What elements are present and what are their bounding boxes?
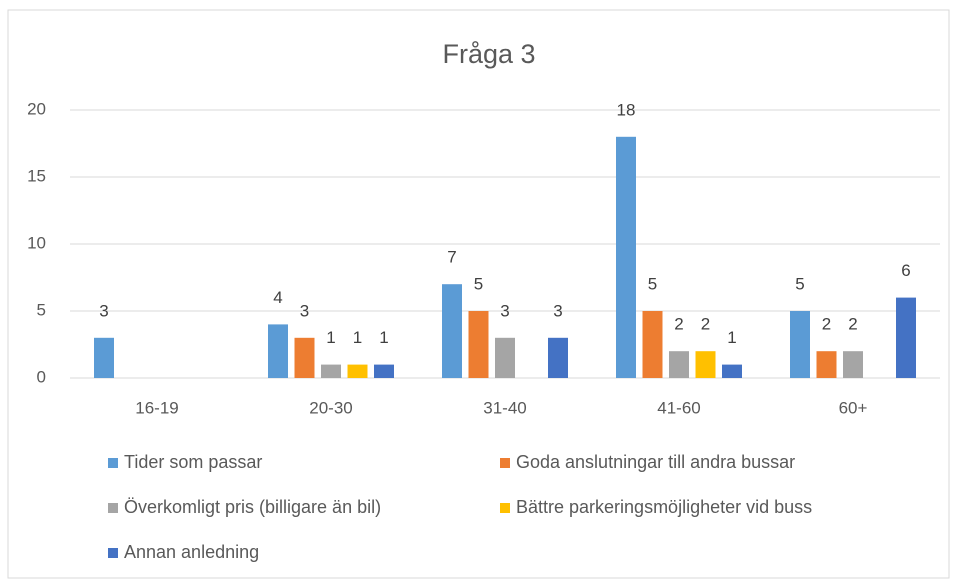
data-label: 3 bbox=[99, 301, 108, 320]
bar bbox=[548, 337, 568, 378]
data-label: 1 bbox=[353, 328, 362, 347]
bar bbox=[294, 337, 315, 378]
data-label: 3 bbox=[300, 301, 309, 320]
data-label: 5 bbox=[474, 274, 483, 293]
legend-label: Goda anslutningar till andra bussar bbox=[516, 452, 795, 472]
y-tick-label: 20 bbox=[27, 99, 46, 118]
x-tick-label: 41-60 bbox=[657, 398, 700, 417]
data-label: 2 bbox=[674, 315, 683, 334]
y-tick-label: 10 bbox=[27, 233, 46, 252]
data-label: 1 bbox=[326, 328, 335, 347]
bar bbox=[374, 364, 394, 378]
data-label: 3 bbox=[500, 301, 509, 320]
legend-swatch bbox=[108, 548, 118, 558]
legend-swatch bbox=[108, 458, 118, 468]
x-tick-label: 16-19 bbox=[135, 398, 178, 417]
bar bbox=[642, 311, 663, 378]
y-tick-label: 0 bbox=[37, 367, 46, 386]
legend-label: Bättre parkeringsmöjligheter vid buss bbox=[516, 497, 812, 517]
legend-label: Tider som passar bbox=[124, 452, 262, 472]
data-label: 3 bbox=[553, 301, 562, 320]
bar bbox=[268, 324, 288, 378]
bar bbox=[695, 351, 716, 378]
y-tick-label: 15 bbox=[27, 166, 46, 185]
legend-swatch bbox=[108, 503, 118, 513]
chart-title: Fråga 3 bbox=[442, 39, 535, 69]
data-label: 2 bbox=[701, 315, 710, 334]
bar bbox=[722, 364, 742, 378]
bar bbox=[790, 311, 810, 378]
x-tick-label: 60+ bbox=[839, 398, 868, 417]
data-label: 2 bbox=[822, 315, 831, 334]
bar bbox=[321, 364, 341, 378]
bar bbox=[442, 284, 462, 378]
bar bbox=[896, 297, 916, 378]
data-label: 6 bbox=[901, 261, 910, 280]
chart-frame bbox=[7, 9, 950, 579]
data-label: 5 bbox=[648, 274, 657, 293]
data-label: 1 bbox=[379, 328, 388, 347]
data-label: 7 bbox=[447, 248, 456, 267]
bar bbox=[495, 337, 515, 378]
bar bbox=[347, 364, 368, 378]
bar bbox=[843, 351, 863, 378]
data-label: 2 bbox=[848, 315, 857, 334]
data-label: 1 bbox=[727, 328, 736, 347]
bar bbox=[816, 351, 837, 378]
data-label: 4 bbox=[273, 288, 282, 307]
bar bbox=[94, 337, 114, 378]
x-tick-label: 31-40 bbox=[483, 398, 526, 417]
x-tick-label: 20-30 bbox=[309, 398, 352, 417]
legend-swatch bbox=[500, 458, 510, 468]
y-tick-label: 5 bbox=[37, 300, 46, 319]
legend-label: Annan anledning bbox=[124, 542, 259, 562]
bar bbox=[616, 136, 636, 378]
legend-swatch bbox=[500, 503, 510, 513]
bar bbox=[669, 351, 689, 378]
bar bbox=[468, 311, 489, 378]
legend-label: Överkomligt pris (billigare än bil) bbox=[124, 497, 381, 517]
data-label: 18 bbox=[617, 100, 636, 119]
data-label: 5 bbox=[795, 274, 804, 293]
